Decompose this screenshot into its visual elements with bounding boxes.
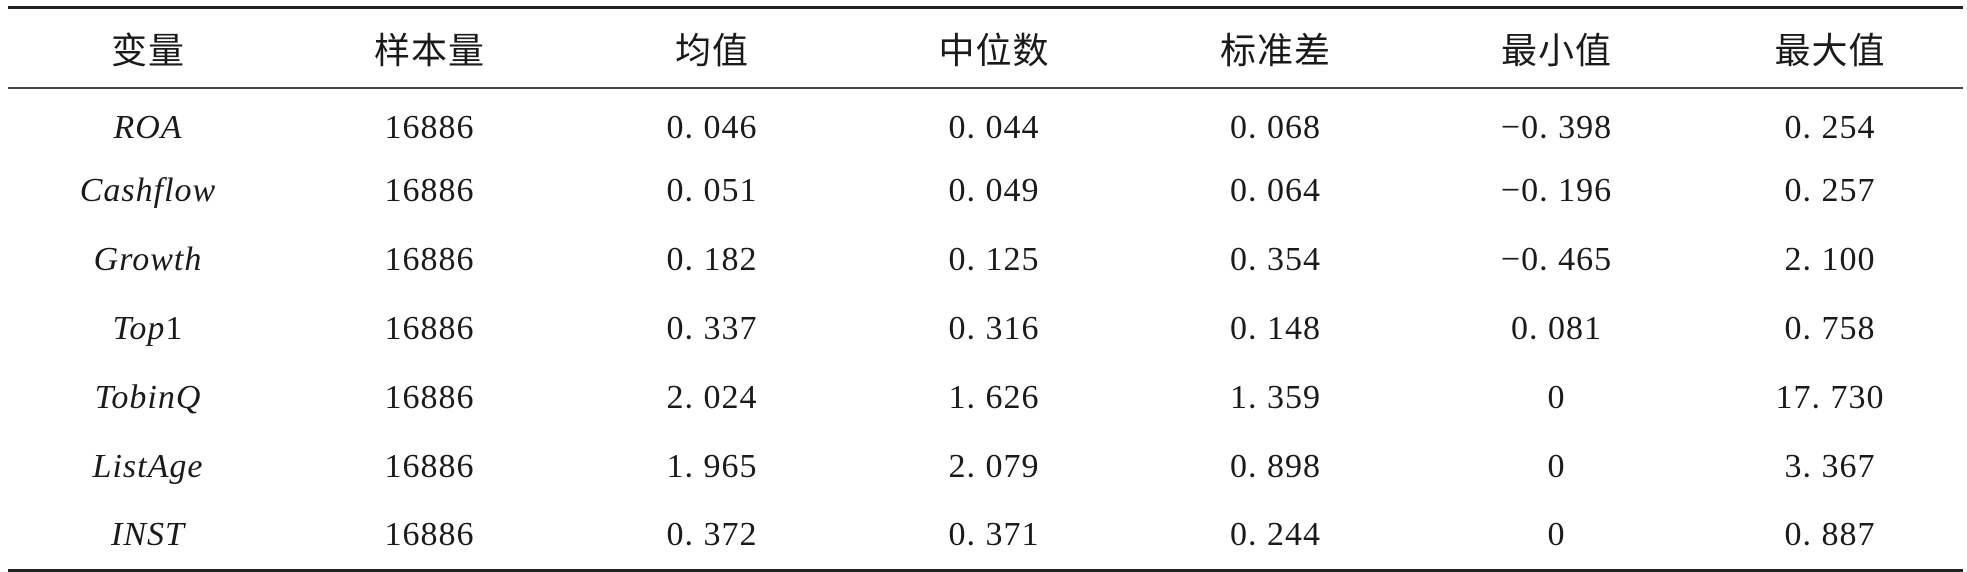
cell-max: 0. 254: [1784, 108, 1876, 146]
cell-median: 0. 371: [853, 501, 1135, 572]
cell-std-dev: 0. 898: [1230, 448, 1321, 485]
cell-mean: 0. 337: [666, 310, 758, 347]
header-min: 最小值: [1416, 6, 1697, 89]
cell-sample-size: 16886: [288, 501, 571, 572]
cell-mean: 2. 024: [666, 379, 758, 416]
cell-max: 17. 730: [1775, 379, 1885, 416]
cell-variable: TobinQ: [8, 364, 288, 433]
cell-variable: Cashflow: [8, 157, 288, 226]
cell-std-dev: 0. 244: [1135, 501, 1416, 572]
header-mean: 均值: [571, 6, 853, 89]
cell-variable: Top1: [8, 295, 288, 364]
cell-min: −0. 465: [1500, 241, 1613, 278]
cell-sample-size: 16886: [384, 310, 475, 347]
cell-max: 3. 367: [1784, 448, 1876, 485]
cell-min: 0. 081: [1511, 310, 1602, 347]
header-std-dev: 标准差: [1135, 6, 1416, 89]
cell-max: 2. 100: [1784, 241, 1876, 278]
cell-mean: 0. 051: [666, 172, 758, 209]
table-body: ROA 16886 0. 046 0. 044 0. 068 −0. 398 0…: [8, 88, 1963, 572]
variable-name: Top: [112, 310, 166, 347]
cell-sample-size: 16886: [384, 241, 475, 278]
variable-suffix: 1: [165, 310, 184, 347]
variable-name: Cashflow: [79, 172, 217, 209]
header-max: 最大值: [1697, 6, 1963, 89]
cell-std-dev: 0. 068: [1230, 108, 1321, 146]
cell-median: 0. 044: [948, 108, 1040, 146]
cell-median: 2. 079: [948, 448, 1040, 485]
cell-mean: 0. 372: [571, 501, 853, 572]
cell-min: −0. 196: [1500, 172, 1613, 209]
variable-name: INST: [111, 516, 185, 554]
table-header: 变量 样本量 均值 中位数 标准差 最小值 最大值: [8, 6, 1963, 89]
cell-max: 0. 257: [1784, 172, 1876, 209]
table-row: ROA 16886 0. 046 0. 044 0. 068 −0. 398 0…: [8, 88, 1963, 157]
cell-variable: ROA: [8, 88, 288, 157]
header-median: 中位数: [853, 6, 1135, 89]
cell-variable: ListAge: [8, 433, 288, 502]
table-row: ListAge 16886 1. 965 2. 079 0. 898 0 3. …: [8, 433, 1963, 502]
variable-name: TobinQ: [94, 379, 202, 416]
cell-sample-size: 16886: [384, 379, 475, 416]
header-variable: 变量: [8, 6, 288, 89]
table-row: TobinQ 16886 2. 024 1. 626 1. 359 0 17. …: [8, 364, 1963, 433]
cell-sample-size: 16886: [384, 448, 475, 485]
cell-max: 0. 887: [1697, 501, 1963, 572]
cell-std-dev: 1. 359: [1230, 379, 1321, 416]
cell-mean: 0. 182: [666, 241, 758, 278]
cell-max: 0. 758: [1784, 310, 1876, 347]
cell-median: 1. 626: [948, 379, 1040, 416]
cell-min: 0: [1547, 379, 1566, 416]
table-row: Top1 16886 0. 337 0. 316 0. 148 0. 081 0…: [8, 295, 1963, 364]
cell-min: 0: [1416, 501, 1697, 572]
cell-sample-size: 16886: [384, 108, 475, 146]
variable-name: ROA: [113, 108, 183, 146]
cell-variable: INST: [8, 501, 288, 572]
cell-median: 0. 316: [948, 310, 1040, 347]
cell-mean: 1. 965: [666, 448, 758, 485]
cell-mean: 0. 046: [666, 108, 758, 146]
cell-median: 0. 125: [948, 241, 1040, 278]
cell-variable: Growth: [8, 226, 288, 295]
table-row: Cashflow 16886 0. 051 0. 049 0. 064 −0. …: [8, 157, 1963, 226]
cell-min: 0: [1547, 448, 1566, 485]
descriptive-statistics-table: 变量 样本量 均值 中位数 标准差 最小值 最大值 ROA 16886 0. 0…: [8, 6, 1963, 572]
variable-name: Growth: [93, 241, 203, 278]
table-row: INST 16886 0. 372 0. 371 0. 244 0 0. 887: [8, 501, 1963, 572]
table-row: Growth 16886 0. 182 0. 125 0. 354 −0. 46…: [8, 226, 1963, 295]
cell-sample-size: 16886: [384, 172, 475, 209]
header-sample-size: 样本量: [288, 6, 571, 89]
cell-std-dev: 0. 354: [1230, 241, 1321, 278]
cell-std-dev: 0. 148: [1230, 310, 1321, 347]
cell-std-dev: 0. 064: [1230, 172, 1321, 209]
cell-min: −0. 398: [1500, 108, 1613, 146]
cell-median: 0. 049: [948, 172, 1040, 209]
header-row: 变量 样本量 均值 中位数 标准差 最小值 最大值: [8, 6, 1963, 89]
variable-name: ListAge: [92, 448, 204, 485]
